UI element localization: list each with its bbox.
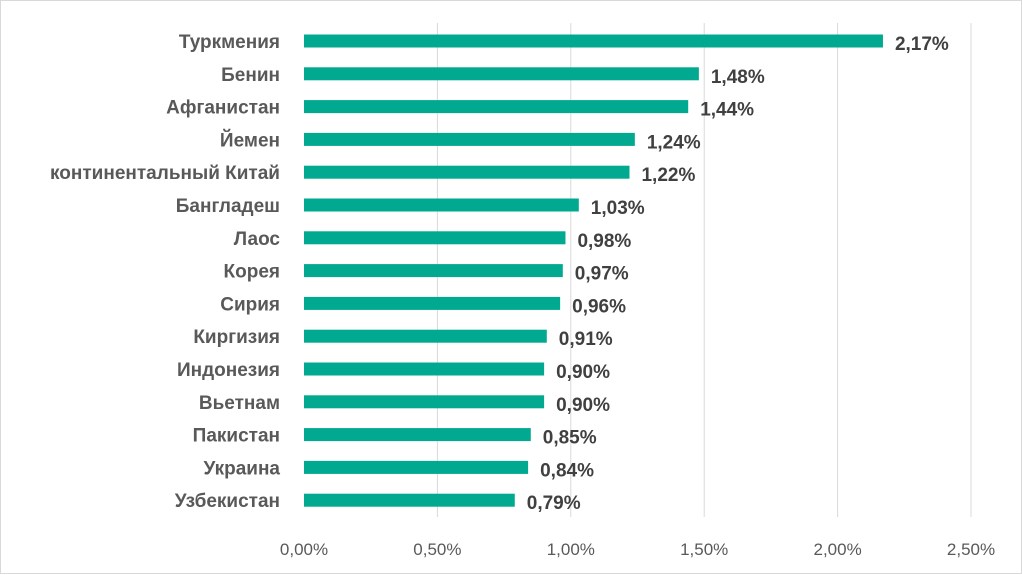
data-label: 0,79% [527, 493, 581, 514]
x-axis-tick-labels: 0,00% 0,50% 1,00% 1,50% 2,00% 2,50% [280, 540, 995, 559]
category-label: Узбекистан [175, 491, 280, 512]
data-label: 1,03% [591, 198, 645, 219]
bar [304, 493, 515, 507]
data-label: 0,90% [556, 395, 610, 416]
bar [304, 34, 883, 48]
data-labels: 2,17% 1,48% 1,44% 1,24% 1,22% 1,03% 0,98% 0,97%… [527, 34, 949, 514]
bar [304, 460, 529, 474]
category-label: Индонезия [177, 360, 280, 381]
bar [304, 132, 635, 146]
data-label: 0,97% [575, 264, 629, 285]
data-label: 0,98% [577, 231, 631, 252]
bar [304, 231, 566, 245]
x-tick-label: 0,00% [280, 540, 328, 559]
bar [304, 67, 699, 81]
category-labels: Туркмения Бенин Афганистан Йемен континентал… [50, 32, 280, 512]
data-label: 1,22% [641, 165, 695, 186]
bar [304, 100, 689, 114]
x-tick-label: 2,50% [947, 540, 995, 559]
data-label: 1,24% [647, 132, 701, 153]
x-tick-label: 2,00% [813, 540, 861, 559]
data-label: 0,85% [543, 428, 597, 449]
bar [304, 428, 531, 442]
category-label: Бангладеш [176, 196, 280, 217]
category-label: Вьетнам [199, 393, 280, 414]
category-label: Киргизия [193, 327, 280, 348]
data-label: 2,17% [895, 34, 949, 55]
data-label: 1,48% [711, 67, 765, 88]
category-label: Туркмения [179, 32, 280, 53]
data-label: 0,96% [572, 296, 626, 317]
data-label: 0,91% [559, 329, 613, 350]
category-label: Бенин [221, 65, 280, 86]
bar [304, 296, 561, 310]
category-label: Йемен [220, 129, 280, 151]
bars [304, 34, 883, 507]
x-tick-label: 0,50% [413, 540, 461, 559]
category-label: Пакистан [193, 426, 280, 447]
data-label: 0,90% [556, 362, 610, 383]
category-label: Афганистан [166, 98, 280, 119]
bar [304, 395, 545, 409]
category-label: Сирия [220, 294, 280, 315]
data-label: 1,44% [700, 100, 754, 121]
category-label: Украина [203, 458, 280, 479]
bar [304, 264, 563, 278]
x-tick-label: 1,00% [547, 540, 595, 559]
data-label: 0,84% [540, 460, 594, 481]
bar [304, 165, 630, 179]
category-label: континентальный Китай [50, 163, 280, 184]
bar [304, 329, 547, 343]
bar [304, 198, 579, 212]
x-tick-label: 1,50% [680, 540, 728, 559]
category-label: Корея [224, 262, 280, 283]
bar [304, 362, 545, 376]
category-label: Лаос [234, 229, 281, 250]
